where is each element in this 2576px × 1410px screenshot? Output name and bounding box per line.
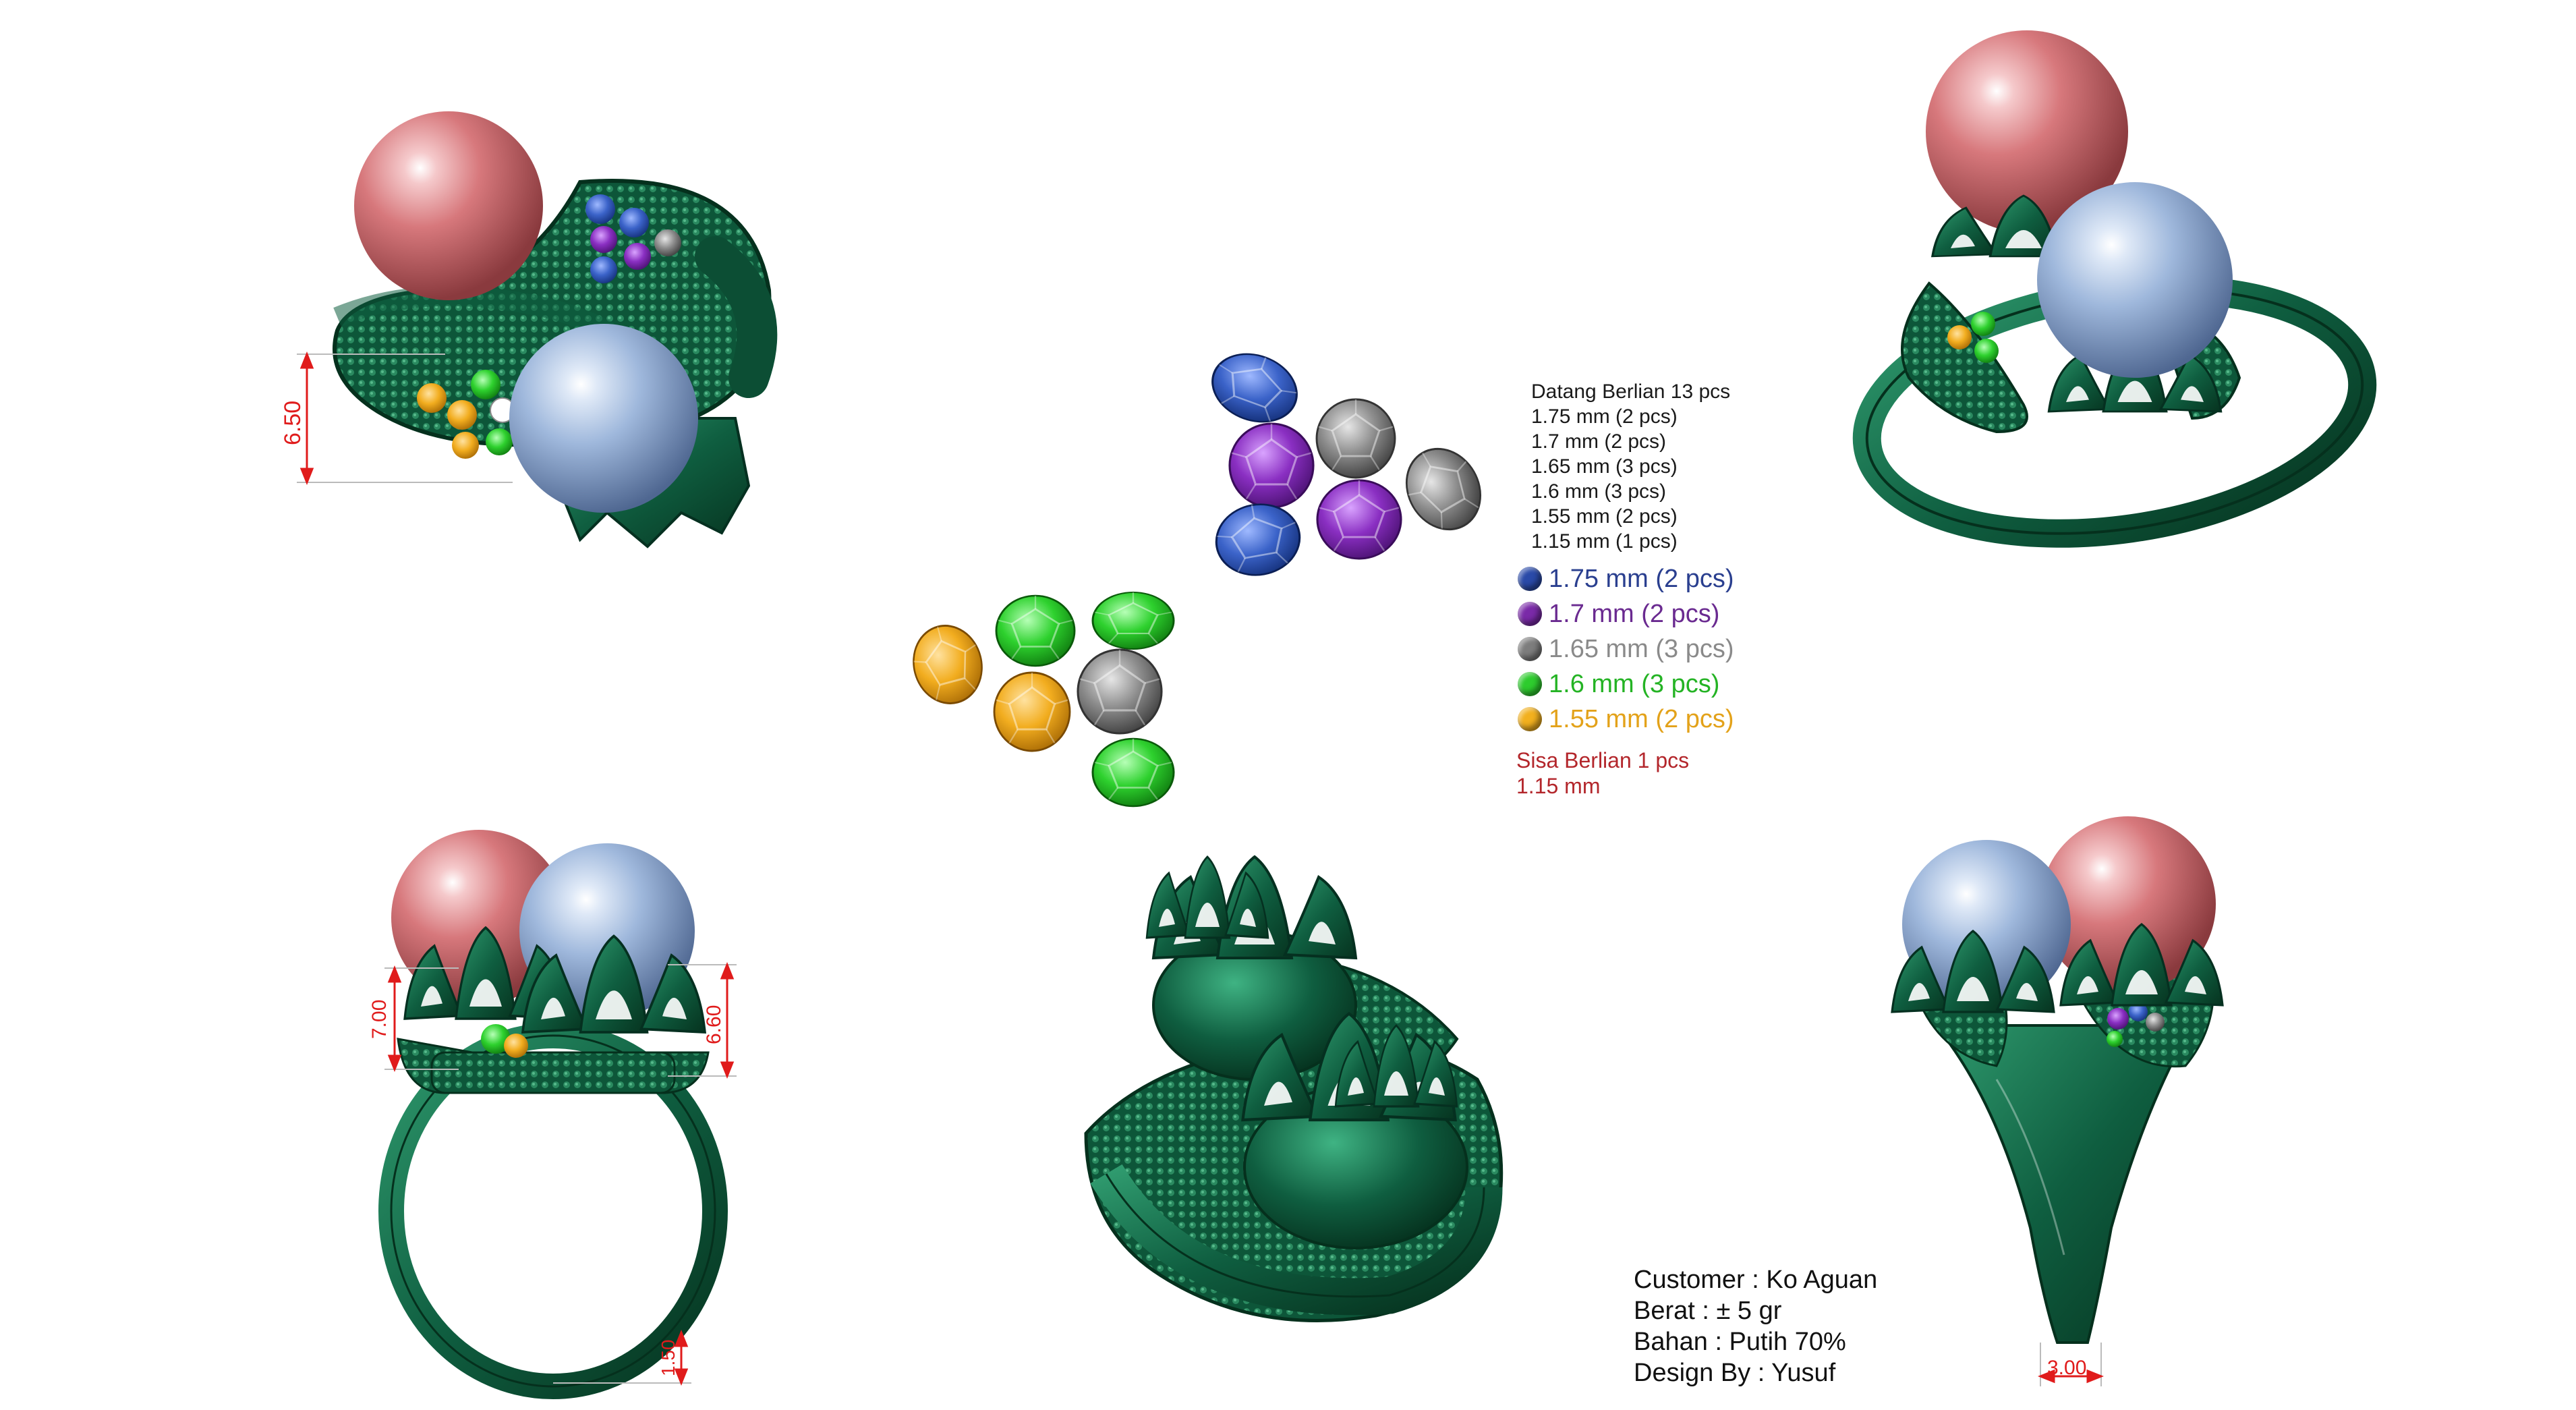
legend-row: 1.65 mm (3 pcs) (1518, 631, 1734, 667)
material-text: Bahan : Putih 70% (1634, 1328, 1846, 1356)
diamond-spec-list: Datang Berlian 13 pcs 1.75 mm (2 pcs) 1.… (1531, 379, 1730, 554)
green-gem-icon (1518, 672, 1542, 696)
loose-gems-lower (905, 591, 1175, 808)
gem-color-legend: 1.75 mm (2 pcs) 1.7 mm (2 pcs) 1.65 mm (… (1518, 561, 1734, 737)
legend-label: 1.75 mm (2 pcs) (1549, 564, 1734, 593)
legend-label: 1.7 mm (2 pcs) (1549, 599, 1720, 628)
weight-text: Berat : ± 5 gr (1634, 1297, 1782, 1325)
legend-row: 1.6 mm (3 pcs) (1518, 667, 1734, 702)
front-view-ring (378, 830, 728, 1399)
orange-gem-icon (1518, 707, 1542, 731)
purple-gem-icon (1518, 602, 1542, 626)
dimension-label-top-view: 6.50 (280, 401, 306, 445)
perspective-view-ring (1852, 30, 2377, 548)
dimension-label-side: 3.00 (2047, 1357, 2086, 1379)
remaining-diamonds-count: Sisa Berlian 1 pcs (1516, 748, 1690, 772)
side-view-ring (1891, 816, 2224, 1344)
legend-row: 1.7 mm (2 pcs) (1518, 596, 1734, 631)
dimension-lines (297, 351, 2105, 1386)
spec-line: 1.75 mm (2 pcs) (1531, 405, 1678, 428)
customer-text: Customer : Ko Aguan (1634, 1266, 1878, 1294)
designer-text: Design By : Yusuf (1634, 1359, 1836, 1387)
legend-label: 1.55 mm (2 pcs) (1549, 704, 1734, 733)
legend-label: 1.65 mm (3 pcs) (1549, 634, 1734, 663)
dimension-labels: 6.50 7.00 6.60 1.50 3.00 (280, 401, 2086, 1379)
dimension-label-front-left: 7.00 (368, 1000, 391, 1039)
blue-gem-icon (1518, 567, 1542, 591)
spec-line: 1.7 mm (2 pcs) (1531, 430, 1667, 453)
spec-line: 1.6 mm (3 pcs) (1531, 480, 1667, 503)
grey-gem-icon (1518, 637, 1542, 661)
open-settings-view-ring (1084, 855, 1504, 1322)
loose-gems-upper (1206, 342, 1491, 576)
spec-line: 1.55 mm (2 pcs) (1531, 505, 1678, 528)
spec-heading: Datang Berlian 13 pcs (1531, 380, 1731, 403)
dimension-label-shank: 1.50 (658, 1340, 679, 1377)
order-info: Customer : Ko Aguan Berat : ± 5 gr Bahan… (1634, 1264, 1877, 1388)
legend-row: 1.75 mm (2 pcs) (1518, 561, 1734, 596)
spec-line: 1.15 mm (1 pcs) (1531, 530, 1678, 553)
remaining-diamonds-size: 1.15 mm (1516, 774, 1601, 798)
dimension-label-front-right: 6.60 (703, 1005, 725, 1044)
top-view-ring (333, 111, 778, 548)
legend-label: 1.6 mm (3 pcs) (1549, 669, 1720, 698)
legend-row: 1.55 mm (2 pcs) (1518, 702, 1734, 737)
spec-line: 1.65 mm (3 pcs) (1531, 455, 1678, 478)
remaining-diamonds-note: Sisa Berlian 1 pcs 1.15 mm (1516, 748, 1689, 799)
